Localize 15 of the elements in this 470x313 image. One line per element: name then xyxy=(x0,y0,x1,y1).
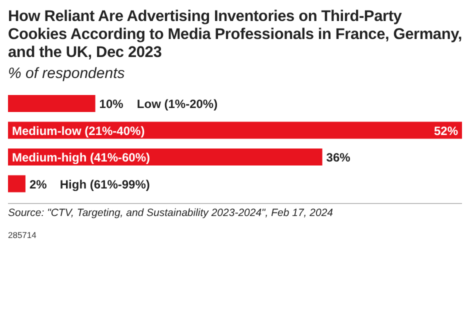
bar xyxy=(8,175,26,192)
y-tick-label: Low (1%-20%) xyxy=(136,97,218,111)
data-label: 10% xyxy=(99,97,124,111)
data-label: 52% xyxy=(434,124,458,138)
y-tick-label: High (61%-99%) xyxy=(60,177,150,192)
bar xyxy=(8,122,462,139)
y-tick-label: Medium-high (41%-60%) xyxy=(12,150,150,164)
chart-title: How Reliant Are Advertising Inventories on Third-Party Cookies According to Media Professionals in France, Germany, and the UK, Dec 2023 xyxy=(8,8,462,62)
text: 285714 xyxy=(8,230,38,240)
y-tick-label: Medium-low (21%-40%) xyxy=(12,124,145,138)
chart-subtitle: % of respondents xyxy=(8,65,126,82)
data-label: 2% xyxy=(29,177,48,192)
bar xyxy=(8,95,96,112)
data-label: 36% xyxy=(326,150,351,164)
source-note: Source: "CTV, Targeting, and Sustainability 2023-2024", Feb 17, 2024 xyxy=(8,203,462,220)
